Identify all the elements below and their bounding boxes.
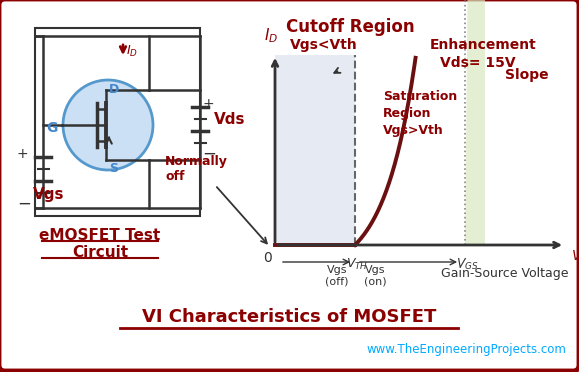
Text: Circuit: Circuit (72, 245, 128, 260)
Text: S: S (109, 162, 118, 175)
Bar (275, 55, 355, 245)
Text: −: − (202, 145, 216, 163)
Text: G: G (46, 121, 57, 135)
Text: www.TheEngineeringProjects.com: www.TheEngineeringProjects.com (366, 343, 566, 356)
Text: $V_{GS}$: $V_{GS}$ (571, 249, 579, 265)
Text: $I_D$: $I_D$ (126, 44, 138, 59)
Text: D: D (109, 83, 119, 96)
Text: Gain-Source Voltage: Gain-Source Voltage (441, 267, 569, 280)
Text: Normally
off: Normally off (165, 155, 228, 183)
Text: $V_{TH}$: $V_{TH}$ (346, 257, 368, 272)
Text: Slope: Slope (505, 68, 549, 82)
Polygon shape (465, 0, 485, 245)
Text: $I_D$: $I_D$ (264, 26, 278, 45)
Text: Vds= 15V: Vds= 15V (440, 56, 516, 70)
Circle shape (63, 80, 153, 170)
Text: Saturation
Region
Vgs>Vth: Saturation Region Vgs>Vth (383, 90, 457, 137)
Text: +: + (202, 97, 214, 111)
Text: Vgs
(on): Vgs (on) (364, 265, 386, 286)
Text: eMOSFET Test: eMOSFET Test (39, 228, 160, 243)
Text: −: − (17, 195, 31, 213)
Text: $V_{GS}$: $V_{GS}$ (456, 257, 478, 272)
Text: Vgs
(off): Vgs (off) (325, 265, 349, 286)
Text: +: + (17, 147, 28, 161)
Text: 0: 0 (263, 251, 272, 265)
Text: Cutoff Region: Cutoff Region (285, 18, 415, 36)
Text: Vds: Vds (214, 112, 245, 128)
Text: Vgs<Vth: Vgs<Vth (290, 38, 358, 52)
Bar (35, 28, 200, 216)
Text: Vgs: Vgs (33, 187, 64, 202)
Text: VI Characteristics of MOSFET: VI Characteristics of MOSFET (142, 308, 436, 326)
Text: Enhancement: Enhancement (430, 38, 537, 52)
